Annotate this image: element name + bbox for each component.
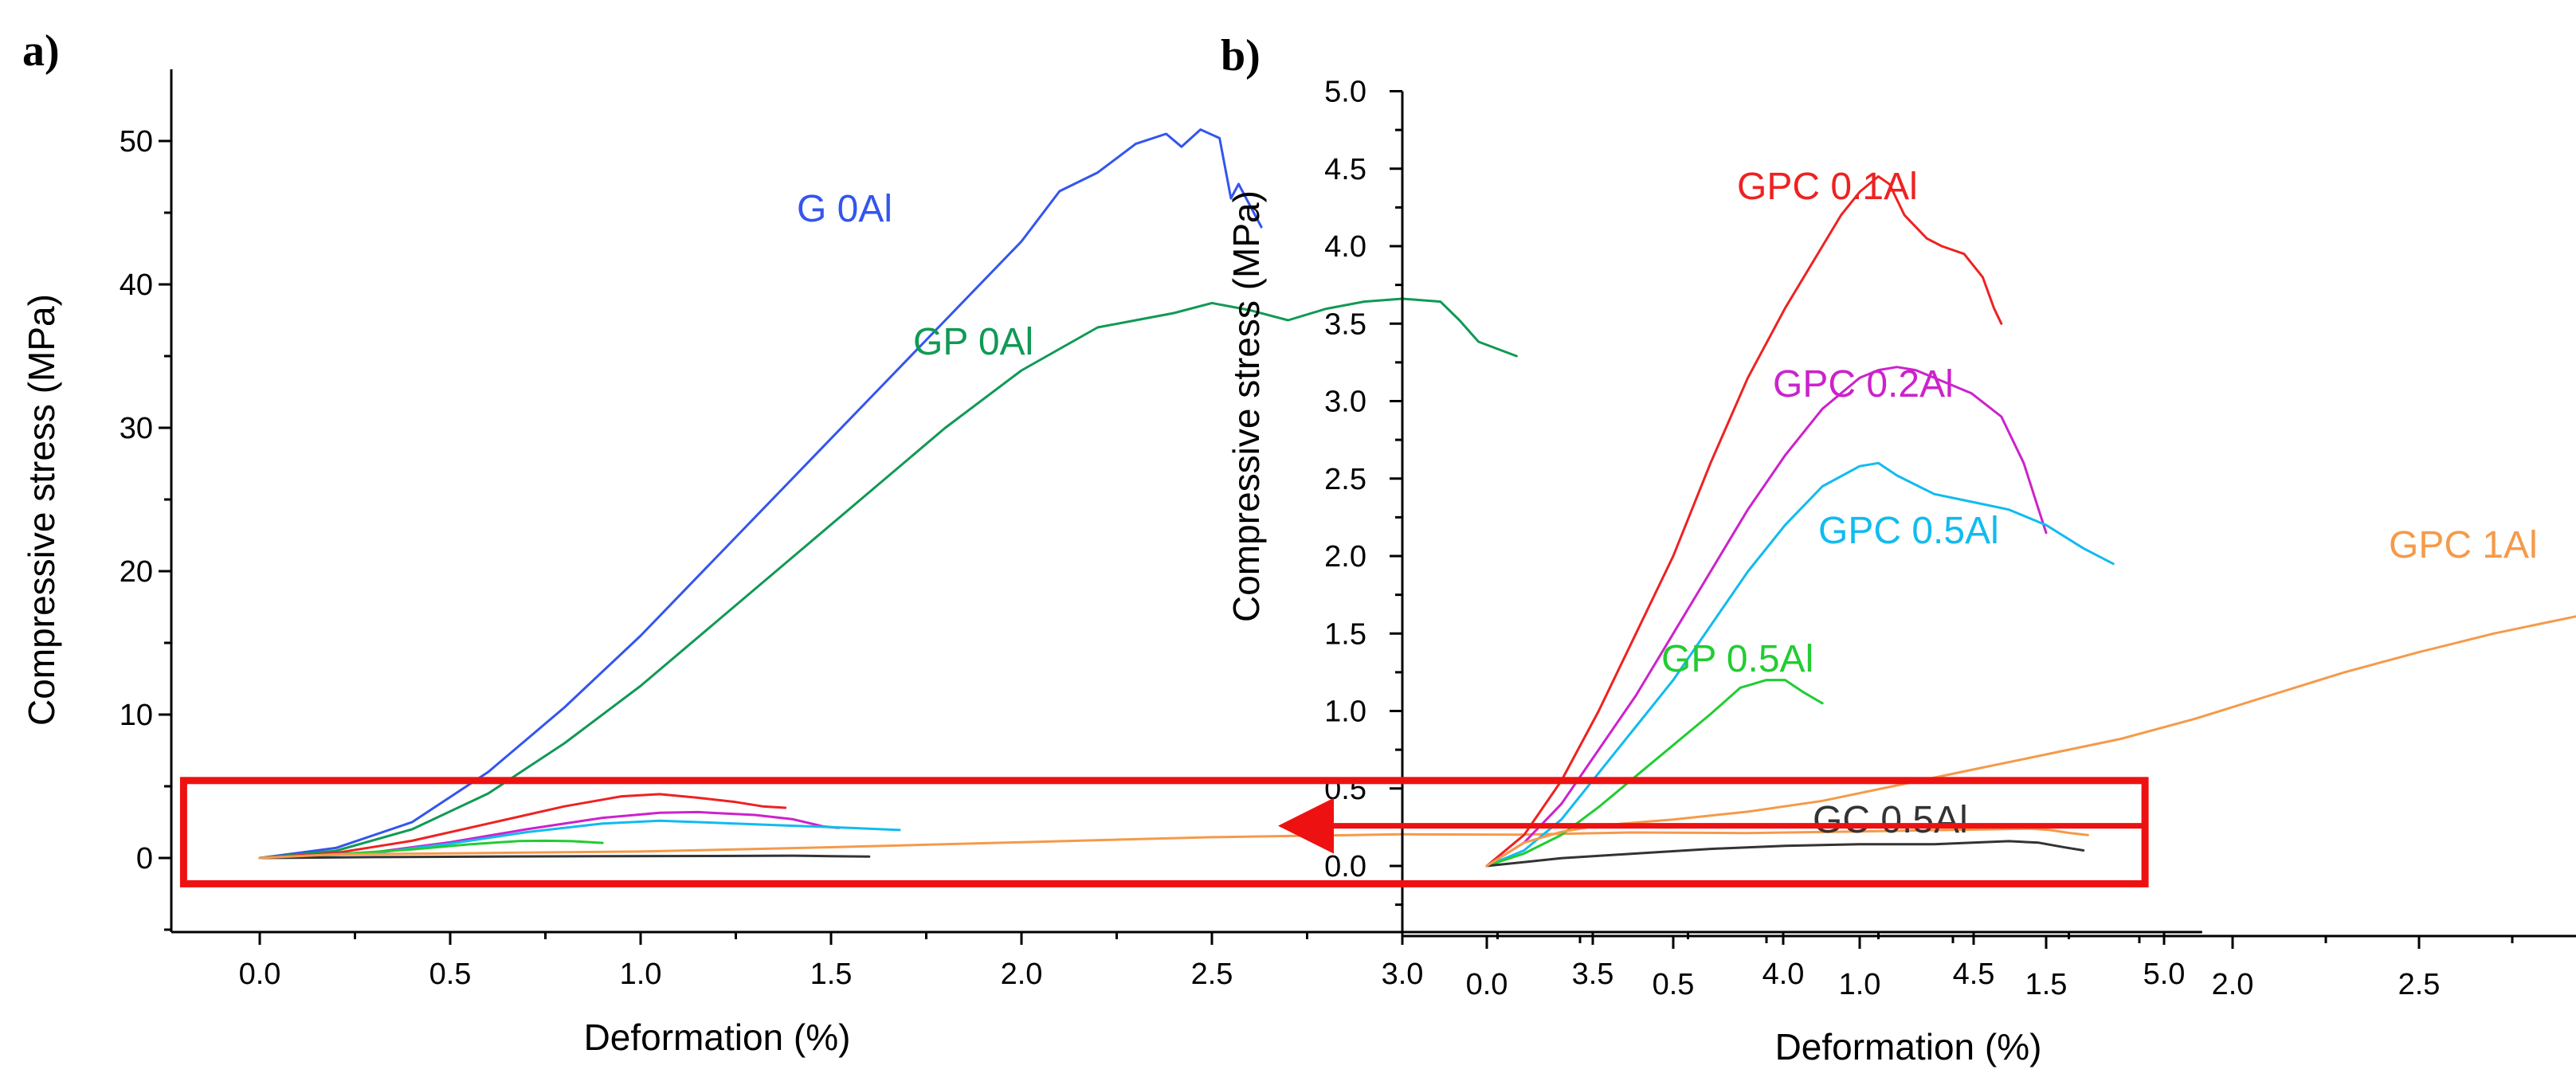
panel-a-x-tick-label: 0.0 [239,958,281,991]
panel-b-y-tick-label: 1.0 [1324,695,1366,729]
panel-a-letter: a) [22,26,60,76]
panel-b-label-gp-0-5al: GP 0.5Al [1661,638,1813,680]
panel-b-y-tick-label: 4.5 [1324,153,1366,186]
panel-b-x-tick-label: 1.5 [2025,968,2068,1001]
panel-b-series-gc-0-5al [1485,840,2085,868]
panel-b-letter: b) [1221,31,1261,80]
panel-a-series-g-0al [258,128,1263,860]
zoom-region-box [179,777,2149,887]
panel-b-y-tick-label: 2.0 [1324,540,1366,574]
panel-b-y-tick-label: 2.5 [1324,463,1366,496]
zoom-annotation [179,777,2149,887]
panel-b-series-gp-0-5al [1485,679,1824,868]
panel-a-x-tick-label: 1.5 [810,958,853,991]
panel-a-chart: a) 0.0 0.5 1.0 1.5 2.0 2.5 3.0 3.5 4.0 4.5 5.0 0 10 2… [21,26,2202,1058]
panel-a-y-tick-label: 50 [120,125,153,159]
panel-b-y-tick-label: 5.0 [1324,76,1366,109]
panel-b-y-axis-title: Compressive stress (MPa) [1225,190,1267,622]
panel-b-y-tick-label: 4.0 [1324,230,1366,264]
panel-a-series-gc-0-5al [258,854,871,860]
panel-a-y-tick-label: 30 [120,412,153,445]
panel-a-series-gp-0al [258,297,1518,860]
panel-b-series-gpc-0-1al [1485,175,2003,868]
panel-b-x-axis-title: Deformation (%) [1775,1026,2042,1067]
panel-a-x-tick-label: 5.0 [2143,958,2186,991]
panel-b-label-gpc-1al: GPC 1Al [2389,524,2538,566]
panel-a-x-axis-title: Deformation (%) [584,1017,851,1058]
panel-b-series-gpc-0-2al [1485,366,2048,868]
panel-b-series-gpc-0-5al [1485,461,2115,868]
panel-b-x-tick-label: 2.0 [2212,968,2254,1001]
panel-a-x-tick-label: 2.5 [1191,958,1233,991]
panel-b-label-gpc-0-5al: GPC 0.5Al [1818,510,1999,552]
panel-a-x-tick-label: 3.0 [1382,958,1424,991]
panel-a-series-gpc-0-5al [258,819,901,860]
panel-a-series-gpc-0-1al [258,793,787,860]
panel-a-y-tick-label: 40 [120,268,153,302]
panel-a-x-tick-label: 1.0 [620,958,662,991]
panel-a-x-tick-label: 3.5 [1572,958,1614,991]
panel-b-label-gpc-0-1al: GPC 0.1Al [1737,166,1918,208]
panel-a-x-tick-label: 4.0 [1762,958,1805,991]
panel-b-y-tick-label: 3.0 [1324,386,1366,419]
panel-b-label-gpc-0-2al: GPC 0.2Al [1773,363,1954,405]
panel-b-y-tick-label: 3.5 [1324,308,1366,341]
panel-a-x-tick-label: 0.5 [429,958,472,991]
panel-b-x-tick-label: 2.5 [2398,968,2441,1001]
panel-b-x-tick-label: 0.0 [1466,968,1508,1001]
panel-b-label-gc-0-5al: GC 0.5Al [1813,799,1968,841]
panel-a-x-tick-label: 4.5 [1953,958,1995,991]
panel-a-y-tick-label: 20 [120,555,153,589]
panel-a-series-gpc-1al [258,827,2089,860]
panel-b-y-tick-label: 1.5 [1324,617,1366,651]
panel-a-label-g-0al: G 0Al [797,188,892,230]
panel-b-chart: b) 0.00.51.01.52.02.53.03.54.04.55.00.00… [1221,31,2576,1067]
panel-a-x-tick-label: 2.0 [1001,958,1043,991]
panel-a-label-gp-0al: GP 0Al [913,321,1033,363]
panel-a-y-axis-title: Compressive stress (MPa) [21,294,62,726]
panel-b-x-tick-label: 0.5 [1653,968,1695,1001]
panel-b-y-tick-label: 0.0 [1324,850,1366,883]
panel-a-y-tick-label: 0 [136,842,153,876]
panel-b-series-gpc-1al [1485,615,2576,868]
panel-b-x-tick-label: 1.0 [1839,968,1881,1001]
panel-a-y-tick-label: 10 [120,699,153,732]
